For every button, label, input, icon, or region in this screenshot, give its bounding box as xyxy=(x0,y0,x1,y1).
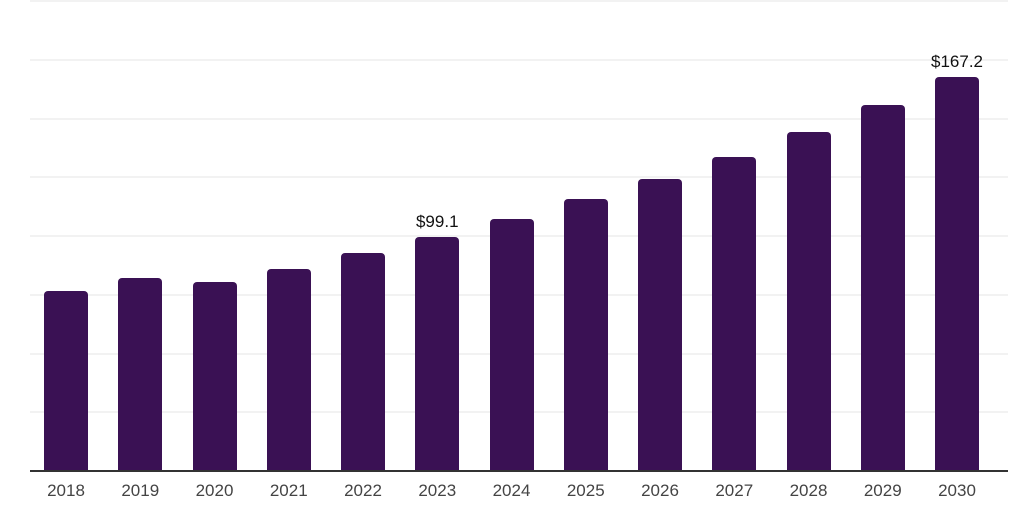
x-tick-label-2019: 2019 xyxy=(121,481,160,500)
x-tick-label-2021: 2021 xyxy=(269,481,308,500)
bar-2022 xyxy=(341,253,385,470)
x-tick-label-2024: 2024 xyxy=(492,481,531,500)
bar-2026 xyxy=(638,179,682,470)
x-tick-label-2023: 2023 xyxy=(418,481,457,500)
bar-2019 xyxy=(118,277,163,470)
bar-2020 xyxy=(192,282,237,470)
bar-2030 xyxy=(935,77,979,470)
bar-2027 xyxy=(712,156,757,470)
gridline-175 xyxy=(30,58,1008,61)
plot-area: $99.1 $167.2 xyxy=(30,0,1008,472)
gridline-150 xyxy=(30,117,1008,120)
x-tick-label-2028: 2028 xyxy=(789,481,828,500)
x-tick-label-2026: 2026 xyxy=(641,481,679,500)
bar-2024 xyxy=(489,219,534,470)
bar-2029 xyxy=(860,104,905,470)
gridline-125 xyxy=(30,176,1008,179)
x-tick-label-2025: 2025 xyxy=(566,481,605,500)
data-label-2030: $167.2 xyxy=(931,52,983,72)
x-tick-label-2029: 2029 xyxy=(863,481,902,500)
bar-2025 xyxy=(563,199,608,470)
x-tick-label-2020: 2020 xyxy=(195,481,234,500)
x-tick-label-2022: 2022 xyxy=(344,481,382,500)
bar-2018 xyxy=(44,290,88,470)
bar-2023 xyxy=(415,237,460,470)
bar-2028 xyxy=(786,132,831,470)
gridline-200 xyxy=(30,0,1008,2)
data-label-2023: $99.1 xyxy=(415,212,459,232)
x-tick-label-2030: 2030 xyxy=(938,481,976,500)
x-tick-label-2018: 2018 xyxy=(47,481,85,500)
bar-2021 xyxy=(266,268,311,470)
x-tick-label-2027: 2027 xyxy=(715,481,754,500)
